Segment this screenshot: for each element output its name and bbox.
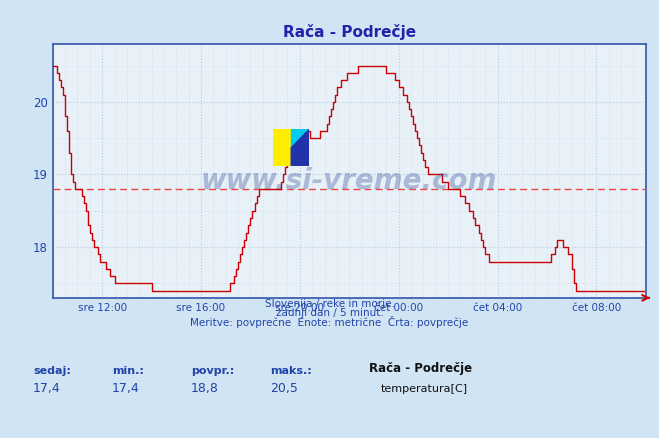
Text: Meritve: povprečne  Enote: metrične  Črta: povprečje: Meritve: povprečne Enote: metrične Črta:… [190,316,469,328]
Text: 20,5: 20,5 [270,382,298,395]
Text: Rača - Podrečje: Rača - Podrečje [369,362,472,375]
Polygon shape [291,129,309,166]
Text: sedaj:: sedaj: [33,367,71,377]
Text: 17,4: 17,4 [112,382,140,395]
Text: 17,4: 17,4 [33,382,61,395]
Text: zadnji dan / 5 minut.: zadnji dan / 5 minut. [275,308,384,318]
Text: povpr.:: povpr.: [191,367,235,377]
Polygon shape [273,129,291,166]
Text: min.:: min.: [112,367,144,377]
Text: Slovenija / reke in morje.: Slovenija / reke in morje. [264,299,395,309]
Polygon shape [291,129,309,148]
Title: Rača - Podrečje: Rača - Podrečje [283,24,416,40]
Text: temperatura[C]: temperatura[C] [381,384,468,394]
Text: maks.:: maks.: [270,367,312,377]
Text: www.si-vreme.com: www.si-vreme.com [201,167,498,195]
Text: 18,8: 18,8 [191,382,219,395]
